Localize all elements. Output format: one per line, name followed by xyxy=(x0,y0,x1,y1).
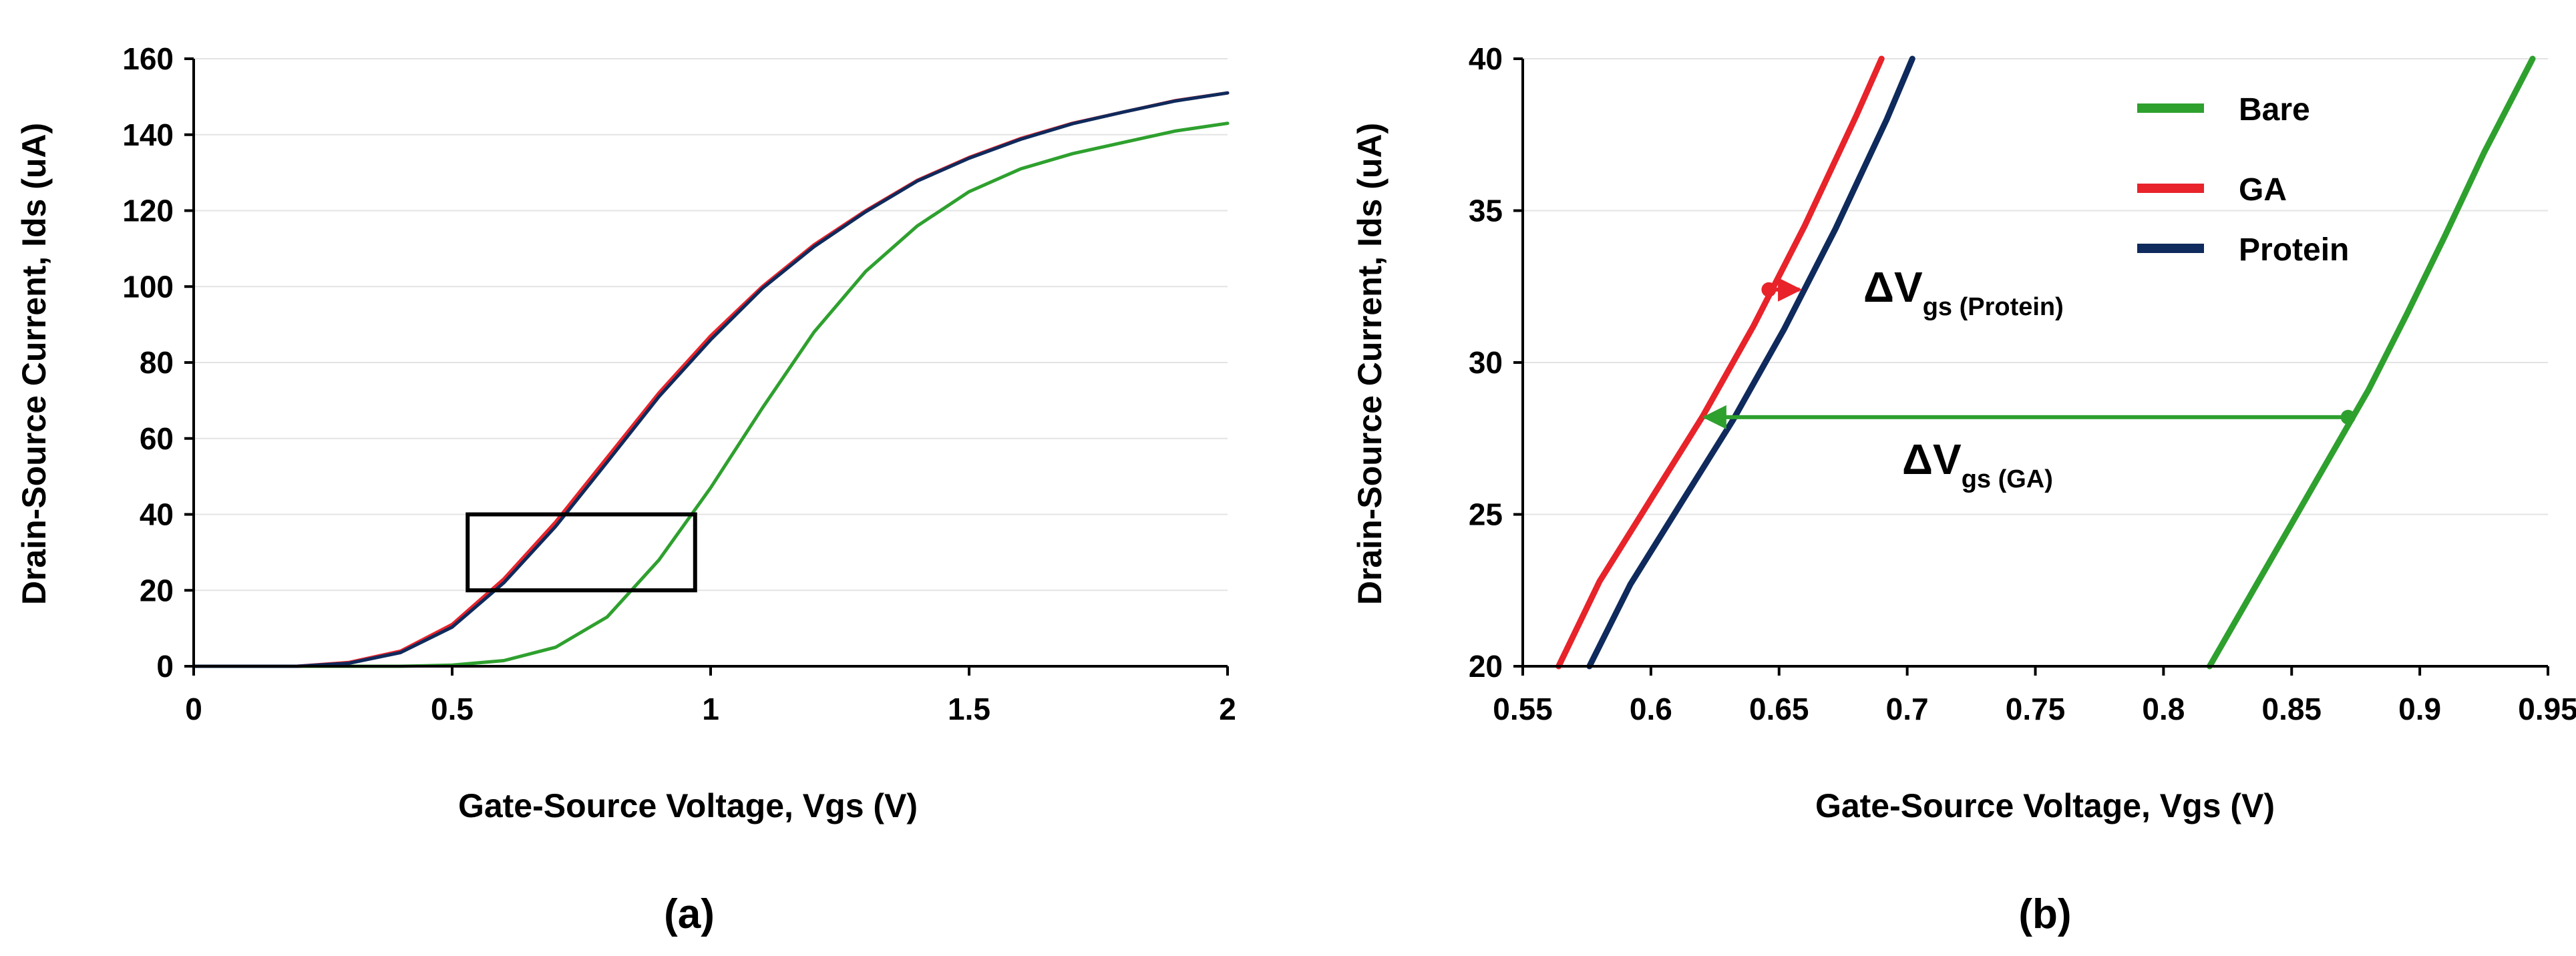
panel-a-series-line-bare xyxy=(192,122,1230,668)
panel-b-legend: Bare GA Protein xyxy=(2137,92,2349,268)
panel-b-y-tick-label-30: 30 xyxy=(1469,345,1503,380)
protein-shift-label: ΔVgs (Protein) xyxy=(1863,263,2064,321)
panel-b-x-tick-label-0-95: 0.95 xyxy=(2518,692,2576,726)
panel-b-axes xyxy=(1513,57,2549,676)
legend-label-protein: Protein xyxy=(2239,232,2349,268)
ga-shift-label-main: ΔV xyxy=(1902,435,1962,483)
panel-b-x-tick-label-0-85: 0.85 xyxy=(2261,692,2322,726)
panel-b-series-line-ga xyxy=(1555,55,1885,670)
panel-b-x-tick-label-0-9: 0.9 xyxy=(2398,692,2441,726)
panel-a-zoom-box xyxy=(466,512,697,593)
panel-a-x-tick-label-1: 1 xyxy=(702,692,719,726)
ga-shift-label-sub: gs (GA) xyxy=(1962,465,2053,493)
panel-b-x-tick-label-0-65: 0.65 xyxy=(1749,692,1809,726)
protein-shift-label-main: ΔV xyxy=(1863,263,1923,311)
panel-a-y-tick-label-160: 160 xyxy=(122,41,174,76)
panel-b-x-tick-label-0-75: 0.75 xyxy=(2006,692,2066,726)
panel-a-gridlines xyxy=(194,58,1228,591)
panel-b-x-axis-title: Gate-Source Voltage, Vgs (V) xyxy=(1815,787,2275,824)
panel-b-gridlines xyxy=(1523,58,2548,515)
panel-a-label: (a) xyxy=(664,891,715,937)
panel-a-y-tick-label-60: 60 xyxy=(140,421,174,456)
panel-b-series-line-protein xyxy=(1586,55,1915,670)
ga-shift-label: ΔVgs (GA) xyxy=(1902,435,2053,493)
panel-b-x-tick-label-0-6: 0.6 xyxy=(1630,692,1672,726)
panel-a-x-tick-label-0: 0 xyxy=(185,692,202,726)
panel-a-y-axis-title: Drain-Source Current, Ids (uA) xyxy=(15,123,53,605)
ga-shift-start-point xyxy=(2340,409,2356,425)
panel-a-x-tick-label-0-5: 0.5 xyxy=(431,692,474,726)
panel-b-x-tick-label-0-8: 0.8 xyxy=(2142,692,2185,726)
panel-b-chart: ΔVgs (Protein) ΔVgs (GA) 0.55 0.6 0.65 0.7 0… xyxy=(1351,41,2576,937)
panel-b-x-tick-label-0-55: 0.55 xyxy=(1493,692,1553,726)
panel-b-y-tick-label-20: 20 xyxy=(1469,649,1503,684)
panel-a-axes xyxy=(184,57,1229,676)
panel-b-y-tick-label-25: 25 xyxy=(1469,497,1503,532)
protein-shift-start-point xyxy=(1761,282,1777,297)
panel-a-y-tick-label-40: 40 xyxy=(140,497,174,532)
panel-b-series xyxy=(1555,55,2536,670)
panel-b-label: (b) xyxy=(2018,891,2071,937)
panel-b-tick-labels: 0.55 0.6 0.65 0.7 0.75 0.8 0.85 0.9 0.95 20 25 30 35… xyxy=(1469,41,2576,726)
panel-a-series xyxy=(192,91,1230,668)
panel-a-x-axis-title: Gate-Source Voltage, Vgs (V) xyxy=(458,787,918,824)
panel-a-y-tick-label-120: 120 xyxy=(122,194,174,228)
panel-a-y-tick-label-140: 140 xyxy=(122,117,174,152)
panel-a-y-tick-label-100: 100 xyxy=(122,269,174,304)
panel-b-y-axis-title: Drain-Source Current, Ids (uA) xyxy=(1351,123,1389,605)
legend-label-ga: GA xyxy=(2239,172,2287,208)
panel-a-series-line-protein xyxy=(192,91,1230,668)
panel-a-y-tick-label-0: 0 xyxy=(156,649,174,684)
panel-b-y-tick-label-40: 40 xyxy=(1469,41,1503,76)
panel-b-annotations: ΔVgs (Protein) ΔVgs (GA) xyxy=(1702,263,2356,493)
panel-b-y-tick-label-35: 35 xyxy=(1469,194,1503,228)
panel-a-x-tick-label-2: 2 xyxy=(1219,692,1236,726)
panel-b-series-line-bare xyxy=(2206,55,2536,670)
panel-a-y-tick-label-80: 80 xyxy=(140,345,174,380)
panel-a-y-tick-label-20: 20 xyxy=(140,573,174,608)
protein-shift-label-sub: gs (Protein) xyxy=(1923,293,2064,321)
panel-a-series-line-ga xyxy=(192,91,1230,668)
legend-label-bare: Bare xyxy=(2239,92,2310,128)
panel-b-x-tick-label-0-7: 0.7 xyxy=(1886,692,1929,726)
panel-a-x-tick-label-1-5: 1.5 xyxy=(948,692,990,726)
